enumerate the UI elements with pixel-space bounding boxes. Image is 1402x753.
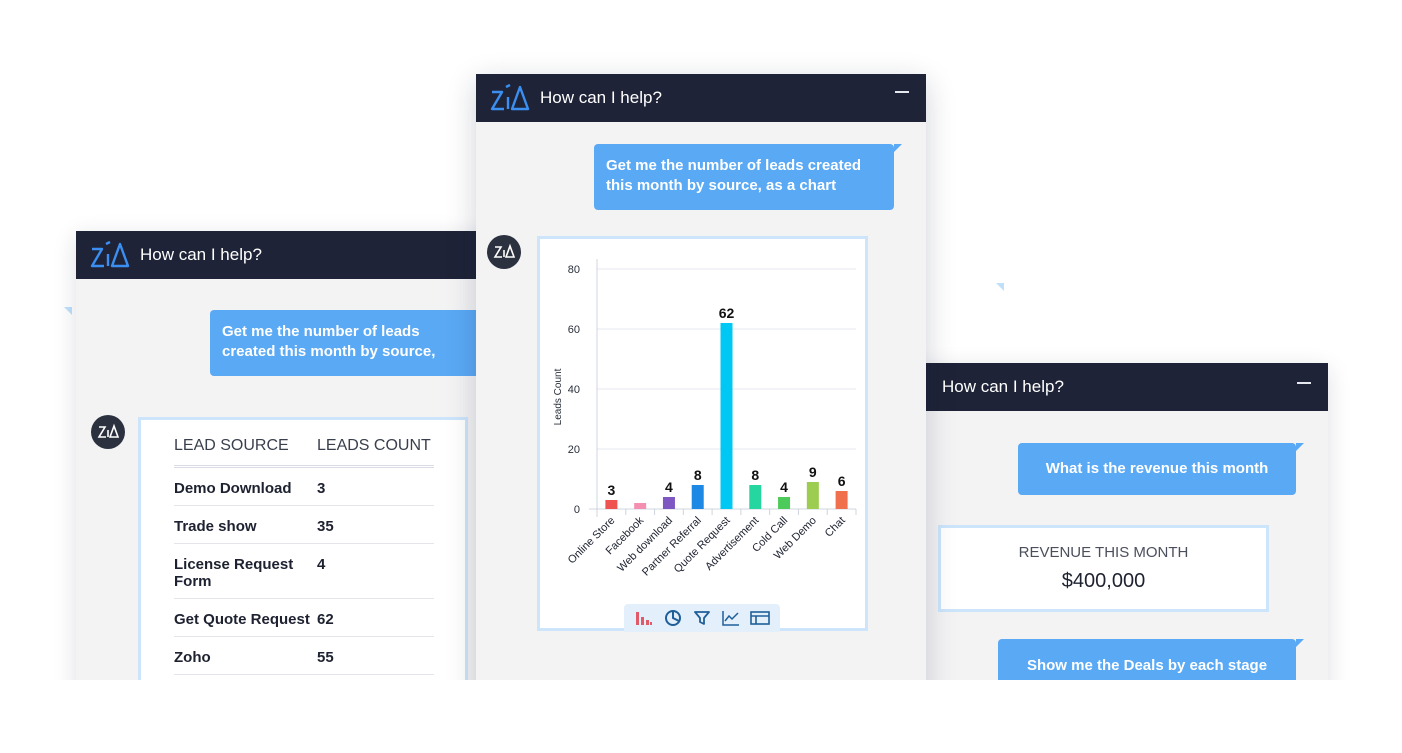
decor-triangle	[64, 307, 72, 315]
scene: How can I help? Get me the number of lea…	[64, 74, 1328, 680]
data-label: 62	[719, 305, 735, 321]
user-message-text: Get me the number of leads created this …	[606, 157, 862, 194]
leads-table: LEAD SOURCE LEADS COUNT Demo Download 3 …	[174, 437, 434, 675]
center-chat-panel: How can I help? Get me the number of lea…	[476, 74, 926, 680]
bar	[778, 497, 791, 509]
data-label: 6	[838, 473, 846, 489]
panel-title: How can I help?	[140, 245, 262, 264]
y-tick-label: 40	[568, 384, 580, 396]
user-message-text: What is the revenue this month	[1045, 460, 1269, 477]
funnel-icon[interactable]	[691, 607, 713, 629]
bot-avatar	[91, 415, 125, 449]
cell-leads-count: 35	[317, 518, 334, 535]
minimize-button[interactable]	[894, 86, 910, 102]
revenue-label: REVENUE THIS MONTH	[1018, 544, 1189, 561]
center-panel-header: How can I help?	[476, 74, 926, 122]
cell-lead-source: Get Quote Request	[174, 611, 310, 628]
right-chat-panel: How can I help? What is the revenue this…	[912, 363, 1328, 680]
bar	[662, 497, 675, 509]
left-chat-panel: How can I help? Get me the number of lea…	[76, 231, 496, 680]
table-row: License Request Form 4	[174, 544, 434, 599]
y-axis-label: Leads Count	[553, 368, 564, 425]
y-tick-label: 80	[568, 264, 580, 276]
data-label: 9	[809, 464, 817, 480]
user-message-text: Show me the Deals by each stage	[1026, 657, 1268, 674]
zia-logo-icon	[490, 83, 530, 111]
bar	[691, 485, 704, 509]
cell-leads-count: 4	[317, 556, 326, 573]
bar	[835, 491, 848, 509]
bar	[605, 500, 618, 509]
table-row: Zoho 55	[174, 637, 434, 675]
left-panel-header: How can I help?	[76, 231, 496, 279]
table-header: LEAD SOURCE LEADS COUNT	[174, 437, 434, 468]
bar	[749, 485, 762, 509]
pie-chart-icon[interactable]	[662, 607, 684, 629]
cell-leads-count: 55	[317, 649, 334, 666]
column-header-lead-source: LEAD SOURCE	[174, 437, 289, 454]
data-label: 4	[665, 479, 673, 495]
y-tick-label: 0	[574, 504, 580, 516]
revenue-card: REVENUE THIS MONTH $400,000	[938, 525, 1269, 612]
line-chart-icon[interactable]	[720, 607, 742, 629]
data-label: 8	[694, 467, 702, 483]
zia-logo-icon	[90, 240, 130, 268]
user-message-text: Get me the number of leads created this …	[222, 323, 436, 360]
user-message-bubble: Show me the Deals by each stage	[998, 639, 1304, 680]
bot-avatar	[487, 235, 521, 269]
cell-leads-count: 62	[317, 611, 334, 628]
cell-leads-count: 3	[317, 480, 326, 497]
y-tick-label: 20	[568, 444, 580, 456]
bar	[634, 503, 647, 509]
cell-lead-source: Demo Download	[174, 480, 292, 497]
column-header-leads-count: LEADS COUNT	[317, 437, 431, 454]
chart-toolbar	[624, 604, 780, 632]
data-label: 3	[607, 482, 615, 498]
x-category-label: Chat	[823, 515, 848, 540]
table-row: Trade show 35	[174, 506, 434, 544]
user-message-bubble: Get me the number of leads created this …	[210, 310, 490, 376]
y-tick-label: 60	[568, 324, 580, 336]
bar-chart-icon[interactable]	[633, 607, 655, 629]
revenue-value: $400,000	[1061, 570, 1146, 592]
bar	[806, 482, 819, 509]
cell-lead-source: License Request Form	[174, 556, 294, 590]
user-message-bubble: Get me the number of leads created this …	[594, 144, 902, 210]
zia-small-icon	[97, 423, 120, 438]
cell-lead-source: Zoho	[174, 649, 211, 666]
x-category-label: Online Store	[566, 515, 618, 567]
table-icon[interactable]	[749, 607, 771, 629]
data-label: 4	[780, 479, 788, 495]
cell-lead-source: Trade show	[174, 518, 257, 535]
bar	[720, 323, 733, 509]
table-row: Get Quote Request 62	[174, 599, 434, 637]
zia-small-icon	[493, 243, 516, 258]
right-panel-header: How can I help?	[912, 363, 1328, 411]
minimize-button[interactable]	[1296, 377, 1312, 393]
data-label: 8	[751, 467, 759, 483]
leads-table-card: LEAD SOURCE LEADS COUNT Demo Download 3 …	[138, 417, 468, 680]
decor-triangle	[996, 283, 1004, 291]
panel-title: How can I help?	[540, 88, 662, 107]
chart-card: 0 20 40 60 80 Leads Count 3 Online Store Faceboo…	[537, 236, 868, 632]
panel-title: How can I help?	[942, 377, 1064, 396]
user-message-bubble: What is the revenue this month	[1018, 443, 1304, 495]
table-row: Demo Download 3	[174, 468, 434, 506]
